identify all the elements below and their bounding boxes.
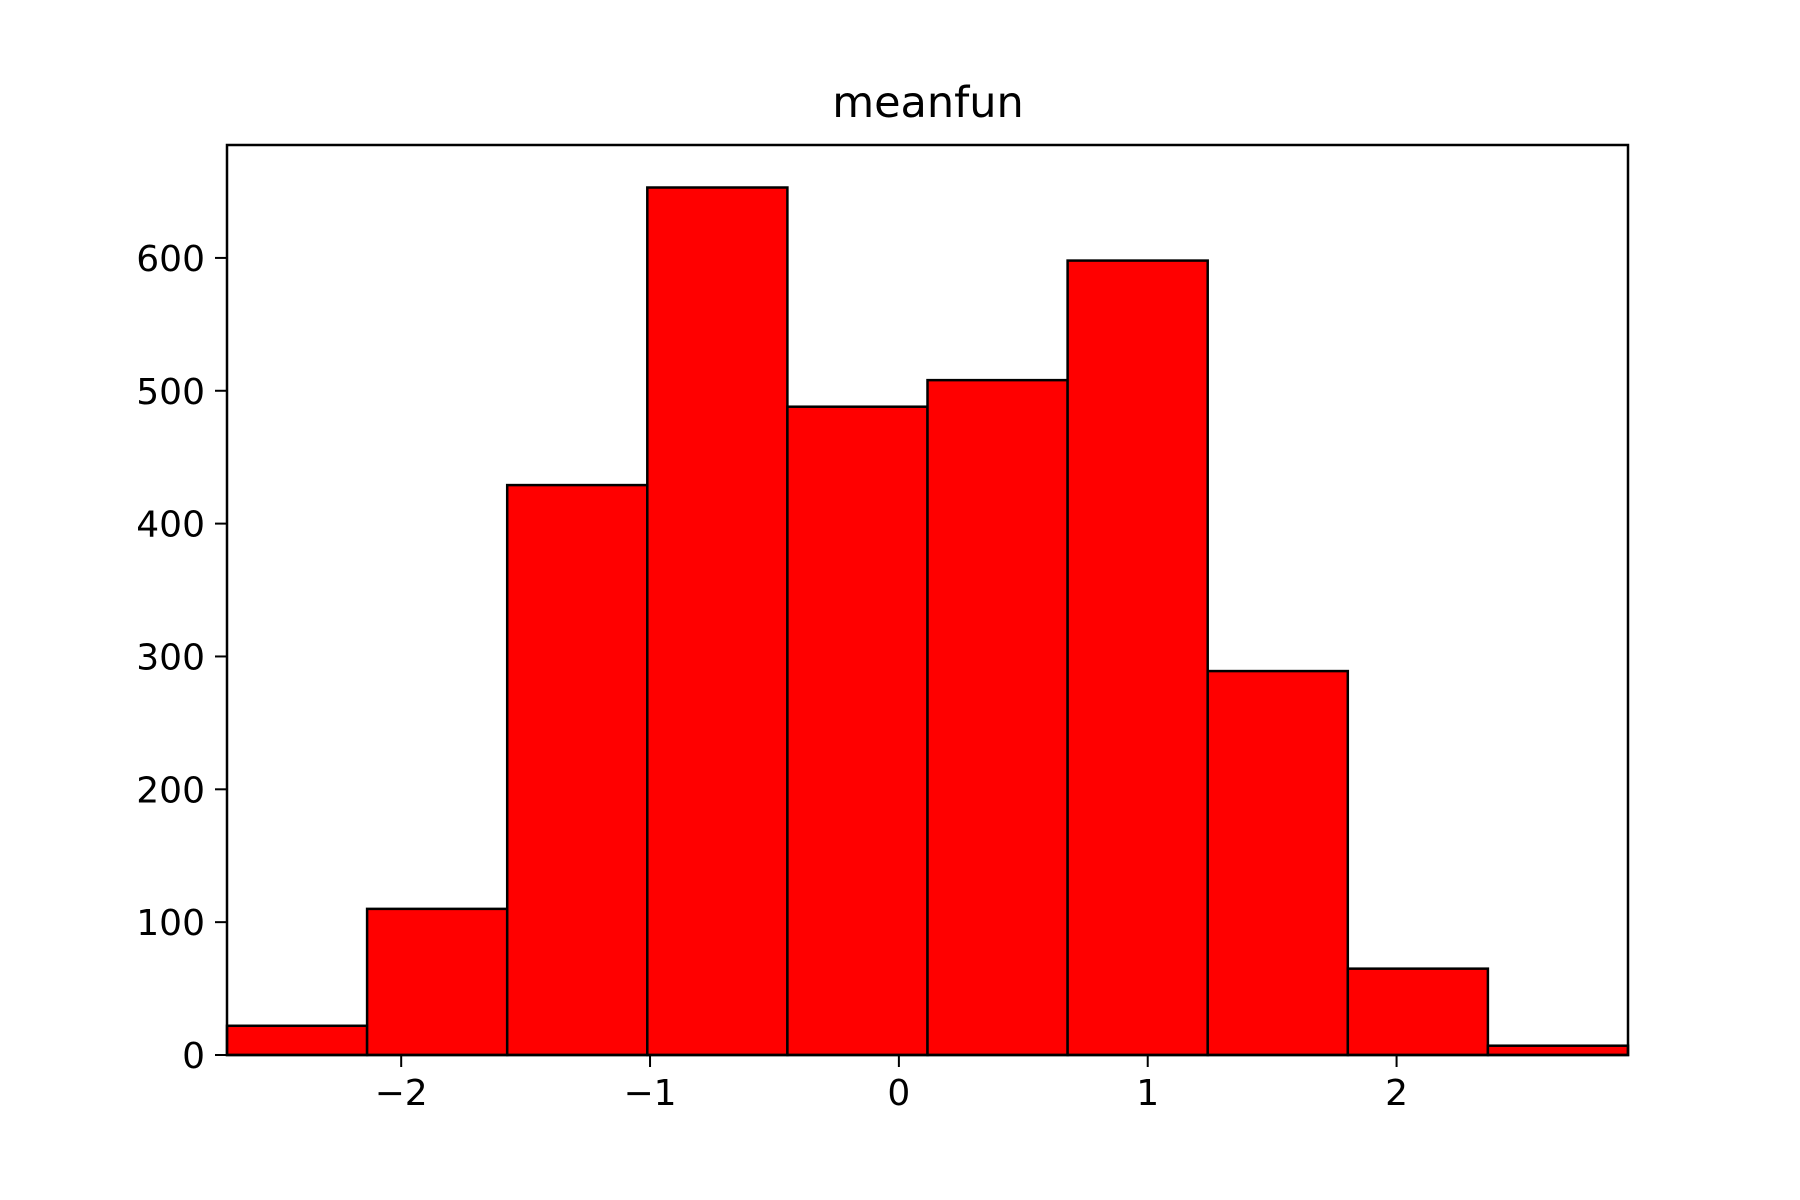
histogram-bar (505, 483, 649, 1057)
y-tick-label: 400 (136, 505, 205, 546)
y-tick-label: 600 (136, 239, 205, 280)
y-tick-label: 200 (136, 770, 205, 811)
x-axis: −2 −1 0 1 2 (375, 1055, 1408, 1114)
histogram-bar (1346, 967, 1490, 1057)
x-tick-label: −1 (623, 1073, 676, 1114)
y-tick-label: 300 (136, 637, 205, 678)
histogram-bar (225, 1024, 369, 1057)
chart-title: meanfun (832, 78, 1024, 128)
plot-frame (225, 143, 1630, 1057)
y-tick-label: 100 (136, 903, 205, 944)
histogram-bar (1486, 1044, 1630, 1057)
x-tick-label: 2 (1385, 1073, 1408, 1114)
histogram-bar (1066, 259, 1209, 1057)
y-axis: 0 100 200 300 400 500 600 (136, 239, 227, 1077)
y-tick-label: 0 (182, 1036, 205, 1077)
histogram-bar (786, 405, 929, 1057)
bars-group (225, 186, 1630, 1057)
histogram-bar (646, 186, 789, 1057)
x-tick-label: 0 (887, 1073, 910, 1114)
y-tick-label: 500 (136, 372, 205, 413)
x-tick-label: −2 (375, 1073, 428, 1114)
histogram-bar (1206, 669, 1350, 1057)
histogram-bar (365, 907, 509, 1057)
histogram-bar (926, 378, 1069, 1057)
x-tick-label: 1 (1136, 1073, 1159, 1114)
